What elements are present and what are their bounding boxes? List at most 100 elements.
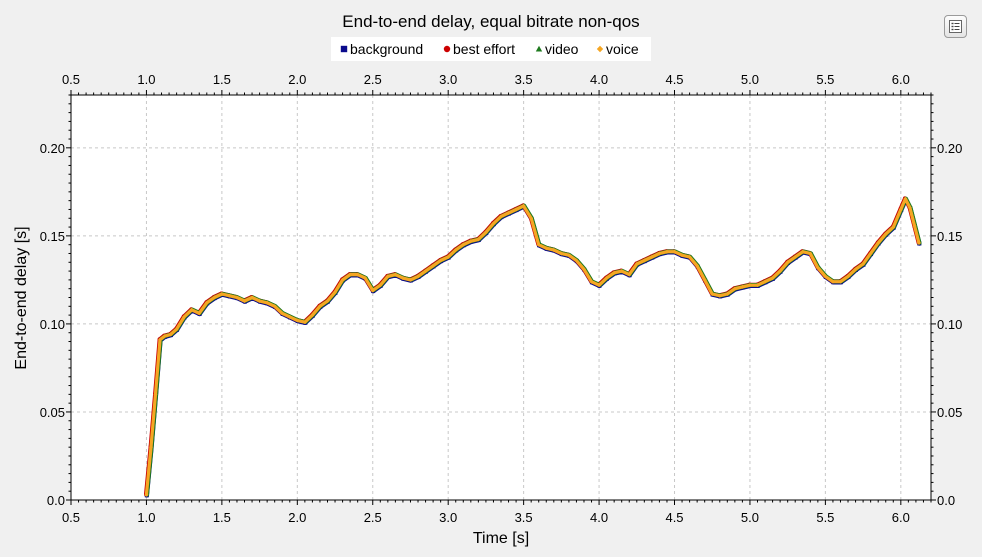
data-point: [717, 293, 722, 298]
data-point: [168, 332, 173, 337]
data-point: [453, 247, 458, 252]
data-point: [204, 300, 209, 305]
data-point: [536, 242, 541, 247]
data-point: [506, 210, 511, 215]
grid-lines: [70, 95, 931, 501]
data-point: [589, 279, 594, 284]
x-tick-label-top: 4.0: [590, 72, 608, 87]
data-point: [830, 279, 835, 284]
data-point: [672, 249, 677, 254]
chart-title: End-to-end delay, equal bitrate non-qos: [342, 12, 639, 31]
data-point: [868, 251, 873, 256]
data-point: [755, 283, 760, 288]
data-point: [898, 207, 903, 212]
legend-marker: [596, 45, 604, 53]
data-point: [416, 274, 421, 279]
data-point: [566, 253, 571, 258]
x-tick-label-bottom: 2.5: [364, 510, 382, 525]
x-tick-label-top: 6.0: [892, 72, 910, 87]
data-point: [853, 267, 858, 272]
data-point: [823, 274, 828, 279]
data-point: [189, 307, 194, 312]
data-point: [793, 255, 798, 259]
axis-ticks: [66, 90, 936, 505]
y-tick-label-right: 0.20: [937, 141, 962, 156]
data-point: [446, 255, 451, 259]
x-tick-label-bottom: 2.0: [288, 510, 306, 525]
data-point: [491, 221, 496, 226]
data-point: [162, 334, 167, 339]
data-point: [400, 276, 405, 281]
data-point: [581, 267, 586, 272]
legend-label: background: [350, 41, 423, 57]
legend-label: best effort: [453, 41, 515, 57]
chart-options-menu-button[interactable]: [944, 15, 967, 38]
y-tick-label-right: 0.0: [937, 493, 955, 508]
data-point: [680, 253, 685, 258]
y-tick-label-right: 0.10: [937, 317, 962, 332]
data-point: [476, 237, 481, 242]
data-point: [687, 255, 692, 259]
data-point: [431, 263, 436, 268]
data-point: [815, 265, 820, 270]
legend-item-background: background: [340, 41, 423, 57]
data-point: [778, 269, 783, 274]
data-point: [702, 277, 707, 282]
data-point: [295, 318, 300, 323]
data-point: [423, 269, 428, 274]
data-point: [363, 276, 368, 281]
data-point: [559, 251, 564, 256]
y-tick-label-left: 0.20: [40, 141, 65, 156]
x-tick-label-top: 3.0: [439, 72, 457, 87]
data-point: [916, 240, 921, 245]
data-point: [521, 203, 526, 208]
y-tick-label-left: 0.10: [40, 317, 65, 332]
data-point: [144, 492, 149, 497]
data-point: [468, 239, 473, 244]
data-point: [287, 314, 292, 319]
y-tick-label-left: 0.15: [40, 229, 65, 244]
data-point: [551, 247, 556, 252]
x-tick-label-bottom: 3.5: [515, 510, 533, 525]
data-point: [642, 258, 647, 263]
x-tick-label-bottom: 4.5: [665, 510, 683, 525]
data-point: [234, 295, 239, 300]
legend-marker: [535, 45, 543, 52]
data-point: [612, 270, 617, 275]
data-point: [838, 279, 843, 284]
data-point: [333, 290, 338, 295]
x-tick-label-bottom: 1.5: [213, 510, 231, 525]
data-point: [393, 272, 398, 277]
data-point: [182, 314, 187, 319]
x-tick-label-top: 5.0: [741, 72, 759, 87]
data-point: [574, 258, 579, 263]
x-tick-label-top: 4.5: [665, 72, 683, 87]
data-point: [174, 327, 179, 332]
data-point: [695, 263, 700, 268]
data-point: [325, 299, 330, 304]
data-point: [514, 207, 519, 212]
data-point: [770, 276, 775, 281]
x-tick-label-top: 5.5: [816, 72, 834, 87]
x-tick-label-top: 3.5: [515, 72, 533, 87]
data-point: [725, 291, 730, 296]
data-point: [148, 445, 153, 450]
data-point: [627, 272, 632, 277]
data-point: [280, 311, 285, 316]
data-point: [257, 299, 262, 304]
x-axis-label: Time [s]: [473, 530, 529, 547]
data-point: [483, 230, 488, 235]
data-point: [619, 269, 624, 274]
data-point: [529, 216, 534, 221]
data-point: [370, 288, 375, 293]
data-point: [242, 299, 247, 304]
x-tick-label-bottom: 6.0: [892, 510, 910, 525]
x-tick-label-bottom: 1.0: [137, 510, 155, 525]
data-point: [664, 249, 669, 254]
data-point: [385, 274, 390, 279]
data-point: [808, 251, 813, 256]
x-tick-label-bottom: 5.0: [741, 510, 759, 525]
data-point: [604, 276, 609, 281]
